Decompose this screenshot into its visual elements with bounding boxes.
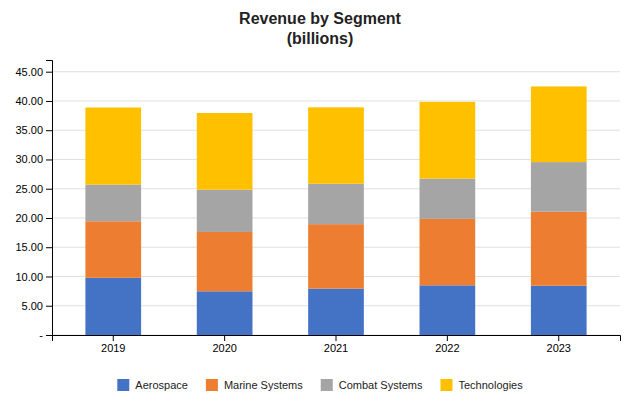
bar: [85, 278, 141, 335]
x-tick-label: 2020: [212, 342, 236, 354]
y-tick-label: 25.00: [15, 183, 43, 195]
y-tick: 30.00: [15, 153, 52, 165]
title: Revenue by Segment (billions): [239, 10, 402, 47]
y-tick-mark: [46, 247, 52, 248]
bar: [197, 190, 253, 232]
x-tick-label: 2021: [324, 342, 348, 354]
x-tick-mark: [336, 335, 337, 341]
y-tick: 20.00: [15, 212, 52, 224]
bar: [531, 86, 587, 162]
grid: [52, 72, 620, 335]
bar: [531, 162, 587, 212]
y-tick: 5.00: [22, 300, 52, 312]
x-tick-label: 2022: [435, 342, 459, 354]
y-tick-mark: [46, 159, 52, 160]
legend-label: Combat Systems: [339, 379, 423, 391]
x-tick: 2023: [547, 335, 571, 354]
legend-swatch: [117, 379, 129, 391]
y-tick-mark: [46, 189, 52, 190]
y-tick: 40.00: [15, 95, 52, 107]
legend-swatch: [440, 379, 452, 391]
legend-label: Aerospace: [135, 379, 188, 391]
bar: [85, 185, 141, 222]
chart: Revenue by Segment (billions) - 5.00 10.00 15…: [0, 0, 640, 407]
y-tick-mark: [46, 218, 52, 219]
series: [85, 86, 586, 189]
y-tick: 25.00: [15, 183, 52, 195]
y-tick: 15.00: [15, 241, 52, 253]
bar: [197, 232, 253, 291]
grid-line: [52, 71, 620, 72]
x-tick: 2020: [212, 335, 236, 354]
x-tick: 2022: [435, 335, 459, 354]
bar: [85, 221, 141, 278]
y-tick: -: [39, 329, 52, 341]
x-tick-mark: [447, 335, 448, 341]
bar: [308, 289, 364, 335]
legend-item: Combat Systems: [321, 379, 423, 391]
x-tick: 2019: [101, 335, 125, 354]
x-tick-mark: [113, 335, 114, 341]
title-line: (billions): [287, 30, 354, 47]
y-tick-label: 30.00: [15, 153, 43, 165]
y-tick-label: -: [39, 329, 43, 341]
bar: [420, 219, 476, 285]
y-tick-mark: [46, 72, 52, 73]
x-tick-label: 2019: [101, 342, 125, 354]
bar: [420, 179, 476, 219]
y-tick: 45.00: [15, 66, 52, 78]
bar: [531, 212, 587, 286]
x-tick: 2021: [324, 335, 348, 354]
x-tick-label: 2023: [547, 342, 571, 354]
legend-label: Technologies: [458, 379, 523, 391]
legend-swatch: [206, 379, 218, 391]
y-tick-mark: [46, 101, 52, 102]
y-tick-label: 45.00: [15, 66, 43, 78]
x-axis-line: [53, 336, 621, 342]
title-line: Revenue by Segment: [239, 10, 402, 27]
legend-item: Technologies: [440, 379, 523, 391]
y-tick-mark: [46, 130, 52, 131]
x-tick-mark: [558, 335, 559, 341]
bars: [85, 86, 586, 335]
bar: [531, 286, 587, 335]
bar: [308, 184, 364, 224]
plot: - 5.00 10.00 15.00 20.00 25.00 30.00 35.00 40.00…: [15, 61, 620, 354]
y-tick-label: 5.00: [22, 300, 43, 312]
legend-label: Marine Systems: [224, 379, 303, 391]
y-tick-mark: [46, 335, 52, 336]
bar: [197, 113, 253, 190]
bar: [308, 107, 364, 183]
x-tick-mark: [224, 335, 225, 341]
bar: [420, 285, 476, 335]
legend-swatch: [321, 379, 333, 391]
x-axis: 2019 2020 2021 2022 2023: [53, 335, 621, 354]
y-tick: 35.00: [15, 124, 52, 136]
legend: Aerospace Marine Systems Combat Systems Tec…: [117, 379, 523, 391]
legend-item: Aerospace: [117, 379, 188, 391]
y-axis-line: [46, 61, 53, 336]
y-tick-label: 20.00: [15, 212, 43, 224]
y-tick-label: 15.00: [15, 241, 43, 253]
y-tick-mark: [46, 276, 52, 277]
y-axis: - 5.00 10.00 15.00 20.00 25.00 30.00 35.00 40.00…: [15, 61, 52, 342]
bar: [197, 291, 253, 335]
y-tick-label: 40.00: [15, 95, 43, 107]
y-tick-label: 35.00: [15, 124, 43, 136]
legend-item: Marine Systems: [206, 379, 303, 391]
bar: [308, 224, 364, 288]
bar: [420, 102, 476, 179]
y-tick-label: 10.00: [15, 271, 43, 283]
y-tick: 10.00: [15, 271, 52, 283]
bar: [85, 108, 141, 185]
y-tick-mark: [46, 306, 52, 307]
